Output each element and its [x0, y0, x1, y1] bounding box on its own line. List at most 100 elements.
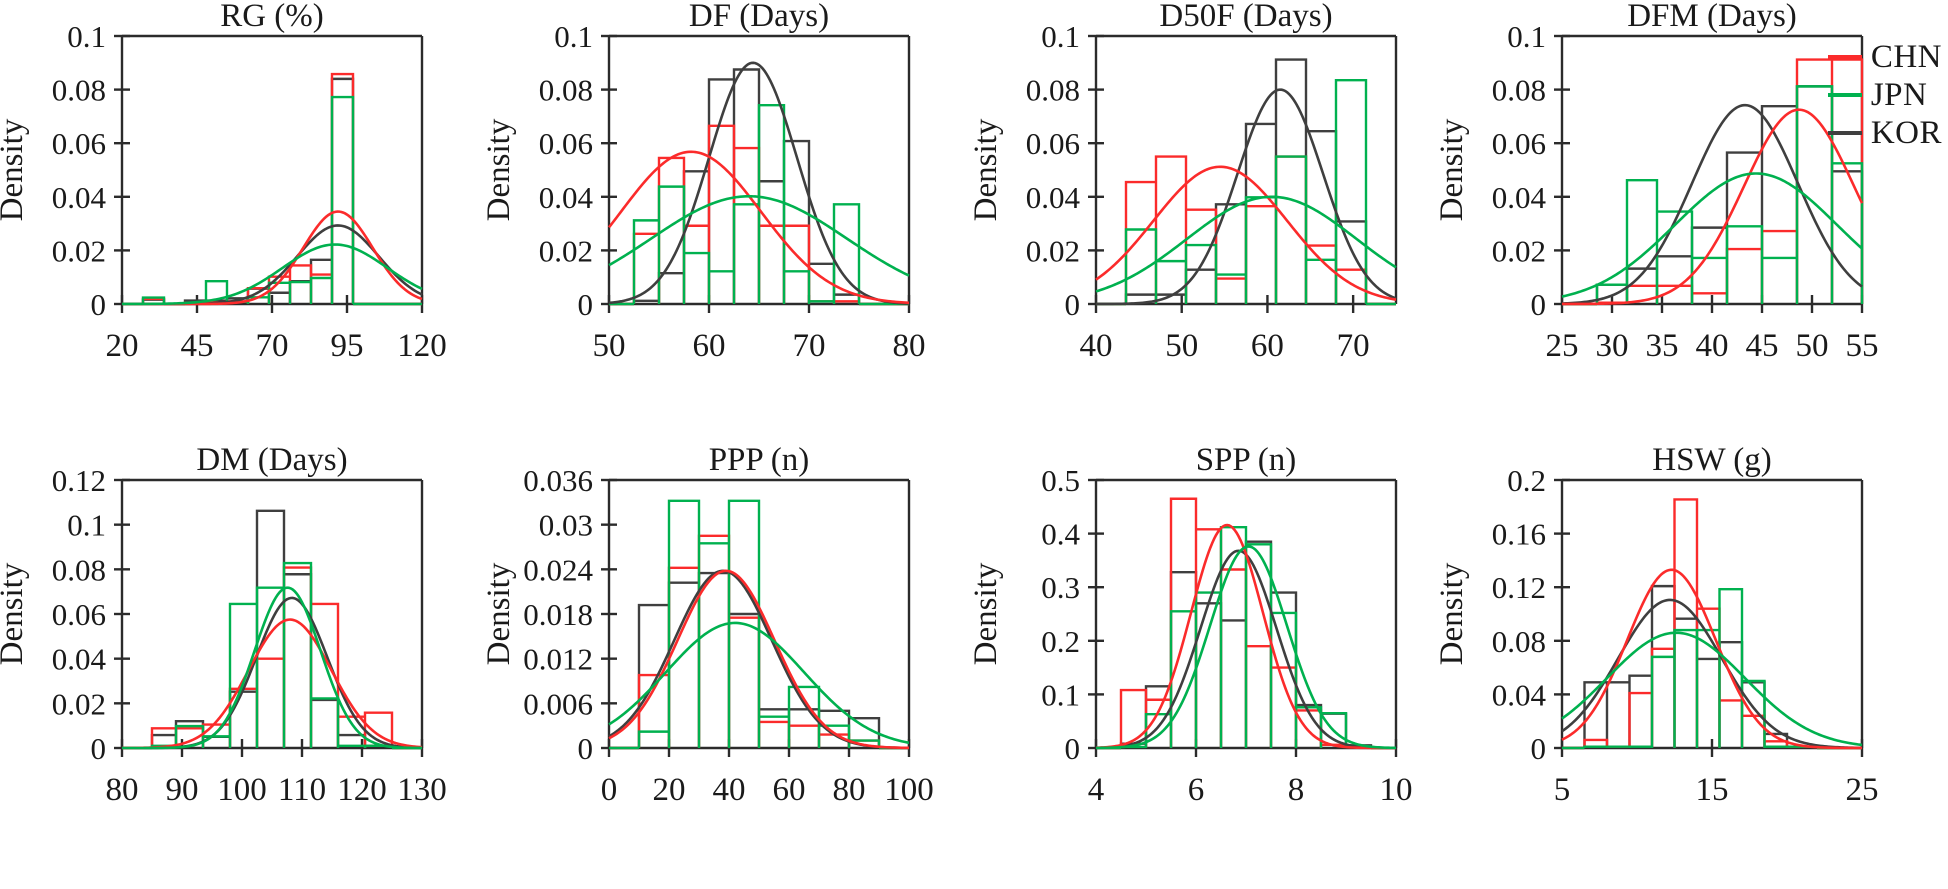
y-tick-label: 0.1 — [1041, 677, 1080, 712]
panel-plot: D50F (Days) Density 0 0.02 0.04 0.06 0.08 0.1 40… — [974, 0, 1398, 364]
panel-plot: DF (Days) Density 0 0.02 0.04 0.06 0.08 0.1 50 60… — [487, 0, 926, 364]
panel-title: D50F (Days) — [1159, 0, 1332, 34]
legend-label: KOR — [1870, 114, 1942, 151]
plot-frame — [120, 478, 424, 750]
histogram-jpn — [1096, 525, 1396, 750]
y-axis-label: Density — [0, 118, 30, 221]
panel-d50f: D50F (Days) Density 0 0.02 0.04 0.06 0.08 0.1 40… — [974, 0, 1461, 444]
y-tick-label: 0 — [1531, 287, 1547, 322]
y-tick-label: 0.06 — [52, 126, 106, 161]
y-tick-label: 0.02 — [539, 233, 593, 268]
density-curve-jpn — [1095, 195, 1397, 293]
x-tick-label: 120 — [397, 328, 447, 364]
x-tick-label: 10 — [1380, 772, 1413, 808]
histogram-jpn — [609, 103, 909, 306]
y-tick-label: 0.012 — [523, 642, 593, 677]
y-tick-label: 0.5 — [1041, 463, 1080, 498]
y-tick-label: 0 — [578, 731, 594, 766]
density-curve-kor — [608, 61, 910, 305]
y-tick-label: 0.04 — [1492, 180, 1547, 215]
x-tick-label: 60 — [1251, 328, 1284, 364]
panel-title: PPP (n) — [709, 444, 810, 478]
density-curve-chn — [122, 210, 423, 306]
y-tick-label: 0.04 — [539, 180, 594, 215]
x-tick-label: 100 — [884, 772, 934, 808]
panel-dm: DM (Days) Density 0 0.02 0.04 0.06 0.08 0.1 0.12… — [0, 444, 487, 888]
legend-label: CHN — [1870, 38, 1942, 75]
y-tick-label: 0 — [1531, 731, 1547, 766]
x-tick-label: 25 — [1846, 772, 1879, 808]
plot-frame — [607, 34, 911, 306]
panel-rg: RG (%) Density 0 0.02 0.04 0.06 0.08 0.1 20 45 70 9… — [0, 0, 487, 444]
y-tick-label: 0.1 — [554, 19, 593, 54]
y-tick-label: 0.02 — [1492, 233, 1546, 268]
y-tick-label: 0.04 — [52, 180, 107, 215]
x-tick-label: 30 — [1596, 328, 1629, 364]
x-tick-label: 60 — [773, 772, 806, 808]
density-curve-kor — [1561, 103, 1863, 305]
y-axis-label: Density — [487, 118, 517, 221]
density-curve-jpn — [1095, 545, 1397, 750]
x-tick-label: 80 — [833, 772, 866, 808]
y-tick-label: 0 — [1065, 287, 1081, 322]
density-curve-chn — [1561, 568, 1862, 750]
density-curve-chn — [1095, 165, 1397, 301]
x-tick-label: 45 — [1746, 328, 1779, 364]
y-tick-label: 0.4 — [1041, 517, 1080, 552]
y-tick-label: 0.1 — [67, 19, 106, 54]
x-tick-label: 40 — [713, 772, 746, 808]
density-curve-chn — [607, 150, 910, 305]
y-tick-label: 0.04 — [1026, 180, 1081, 215]
x-tick-label: 110 — [278, 772, 326, 808]
legend-label: JPN — [1870, 76, 1928, 113]
panel-plot: DFM (Days) Density 0 0.02 0.04 0.06 0.08 0.1 25 3… — [1440, 0, 1879, 364]
y-tick-label: 0.1 — [1041, 19, 1080, 54]
y-tick-label: 0.06 — [52, 597, 106, 632]
x-tick-label: 15 — [1696, 772, 1729, 808]
density-curve-jpn — [608, 621, 910, 745]
y-tick-label: 0.06 — [539, 126, 593, 161]
panel-title: SPP (n) — [1196, 444, 1297, 478]
y-tick-label: 0.06 — [1492, 126, 1546, 161]
x-tick-label: 20 — [106, 328, 139, 364]
panel-plot: HSW (g) Density 0 0.04 0.08 0.12 0.16 0.2 5 15 25 — [1440, 444, 1879, 808]
x-tick-label: 40 — [1080, 328, 1113, 364]
y-tick-label: 0.024 — [523, 552, 593, 587]
density-curve-chn — [1095, 523, 1396, 750]
plot-frame — [1560, 34, 1864, 306]
density-curve-chn — [121, 618, 423, 750]
density-curve-jpn — [608, 194, 910, 277]
x-tick-label: 45 — [181, 328, 214, 364]
x-tick-label: 0 — [601, 772, 618, 808]
y-tick-label: 0.08 — [1492, 624, 1546, 659]
legend-item-chn: CHN — [1827, 38, 1942, 76]
x-tick-label: 5 — [1554, 772, 1571, 808]
x-tick-label: 50 — [593, 328, 626, 364]
y-tick-label: 0.16 — [1492, 517, 1546, 552]
y-tick-label: 0.006 — [523, 686, 593, 721]
y-tick-label: 0.08 — [1492, 73, 1546, 108]
y-tick-label: 0.02 — [52, 233, 106, 268]
legend-item-kor: KOR — [1827, 114, 1942, 152]
density-curve-jpn — [1561, 172, 1863, 298]
x-tick-label: 50 — [1796, 328, 1829, 364]
x-tick-label: 120 — [337, 772, 387, 808]
density-curve-kor — [122, 596, 423, 750]
density-curve-jpn — [1561, 631, 1863, 747]
y-tick-label: 0.2 — [1041, 624, 1080, 659]
legend-item-jpn: JPN — [1827, 76, 1942, 114]
density-curve-chn — [1562, 108, 1864, 306]
panel-title: HSW (g) — [1652, 444, 1771, 478]
y-tick-label: 0.1 — [1507, 19, 1546, 54]
y-tick-label: 0.2 — [1507, 463, 1546, 498]
y-tick-label: 0.04 — [52, 642, 107, 677]
panel-title: RG (%) — [220, 0, 324, 34]
plot-frame — [1094, 34, 1398, 306]
x-tick-label: 95 — [331, 328, 364, 364]
y-tick-label: 0.018 — [523, 597, 593, 632]
histogram-kor — [122, 77, 422, 306]
histogram-chn — [122, 72, 422, 306]
x-tick-label: 6 — [1188, 772, 1205, 808]
y-tick-label: 0.12 — [52, 463, 106, 498]
